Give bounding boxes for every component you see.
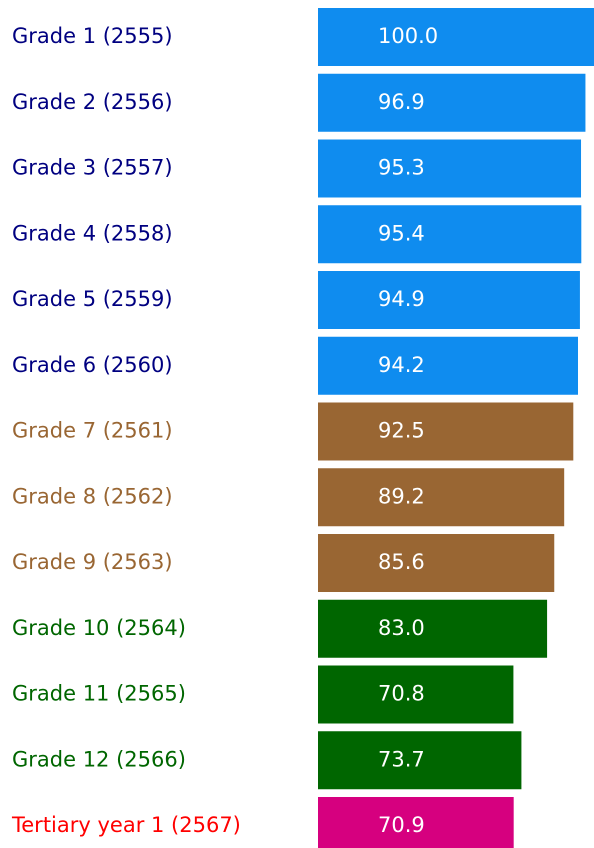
- bar: [318, 534, 555, 592]
- value-label: 92.5: [378, 419, 425, 443]
- category-label: Grade 11 (2565): [12, 682, 186, 706]
- value-label: 95.4: [378, 221, 425, 245]
- value-label: 89.2: [378, 484, 425, 508]
- category-label: Grade 8 (2562): [12, 484, 173, 508]
- category-label: Tertiary year 1 (2567): [11, 813, 241, 837]
- value-label: 85.6: [378, 550, 425, 574]
- bar: [318, 73, 586, 132]
- value-label: 83.0: [378, 616, 425, 640]
- bar: [318, 336, 578, 395]
- value-label: 95.3: [378, 156, 425, 180]
- category-label: Grade 2 (2556): [12, 90, 173, 114]
- category-label: Grade 10 (2564): [12, 616, 186, 640]
- value-label: 73.7: [378, 747, 425, 771]
- value-label: 70.8: [378, 682, 425, 706]
- bar: [318, 205, 582, 264]
- bar: [318, 402, 574, 461]
- value-label: 94.9: [378, 287, 425, 311]
- value-label: 70.9: [378, 813, 425, 837]
- bar: [318, 599, 548, 658]
- category-label: Grade 7 (2561): [12, 419, 173, 443]
- bar: [318, 665, 514, 724]
- category-label: Grade 4 (2558): [12, 221, 173, 245]
- value-label: 94.2: [378, 353, 425, 377]
- value-label: 100.0: [378, 24, 438, 48]
- bar: [318, 797, 514, 848]
- category-label: Grade 3 (2557): [12, 156, 173, 180]
- bar: [318, 139, 582, 198]
- bar: [318, 8, 594, 66]
- category-label: Grade 12 (2566): [12, 747, 186, 771]
- bar: [318, 271, 580, 329]
- value-label: 96.9: [378, 90, 425, 114]
- category-label: Grade 1 (2555): [12, 24, 173, 48]
- category-label: Grade 5 (2559): [12, 287, 173, 311]
- category-label: Grade 6 (2560): [12, 353, 173, 377]
- bar: [318, 731, 522, 790]
- category-label: Grade 9 (2563): [12, 550, 173, 574]
- bar: [318, 468, 565, 527]
